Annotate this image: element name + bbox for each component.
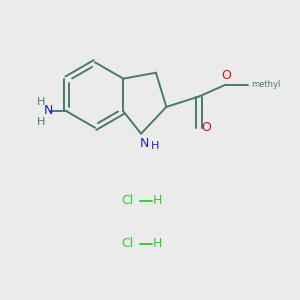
Text: H: H bbox=[153, 194, 162, 207]
Text: Cl: Cl bbox=[121, 237, 133, 250]
Text: methyl: methyl bbox=[251, 80, 280, 88]
Text: O: O bbox=[221, 69, 231, 82]
Text: H: H bbox=[151, 141, 160, 151]
Text: N: N bbox=[44, 104, 54, 117]
Text: N: N bbox=[140, 137, 149, 150]
Text: O: O bbox=[202, 121, 212, 134]
Text: H: H bbox=[37, 97, 45, 107]
Text: H: H bbox=[153, 237, 162, 250]
Text: H: H bbox=[37, 117, 45, 127]
Text: Cl: Cl bbox=[121, 194, 133, 207]
